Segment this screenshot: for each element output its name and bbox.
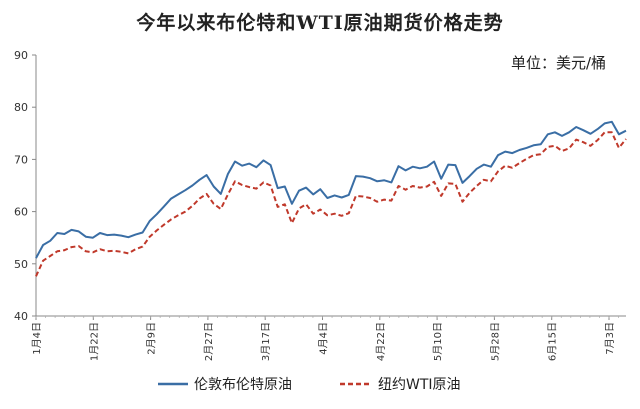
y-tick-label: 80 [14, 101, 28, 114]
legend-brent-label: 伦敦布伦特原油 [194, 377, 292, 393]
x-tick-label: 3月17日 [260, 322, 272, 361]
x-tick-label: 4月22日 [375, 322, 387, 361]
y-tick-label: 40 [14, 310, 28, 323]
unit-label: 单位：美元/桶 [510, 54, 606, 72]
y-tick-label: 90 [14, 49, 28, 62]
series-lines [35, 120, 627, 277]
series-line-wti [35, 131, 627, 277]
x-tick-label: 2月9日 [146, 322, 158, 355]
x-tick-label: 2月27日 [203, 322, 215, 361]
legend-wti-label: 纽约WTI原油 [378, 377, 461, 393]
chart-title: 今年以来布伦特和WTI原油期货价格走势 [136, 12, 504, 34]
legend-brent: 伦敦布伦特原油 [158, 374, 292, 394]
x-tick-label: 1月4日 [31, 322, 43, 355]
y-tick-label: 60 [14, 206, 28, 219]
y-tick-label: 50 [14, 258, 28, 271]
axes: 40 50 60 70 80 90 1月4日 1月22日 2月9日 2月27日 3月17日 4月4日 4… [14, 49, 626, 361]
y-tick-label: 70 [14, 153, 28, 166]
x-tick-label: 5月28日 [489, 322, 501, 361]
legend-brent-swatch [158, 382, 188, 386]
x-tick-label: 5月10日 [432, 322, 444, 361]
x-tick-label: 6月15日 [547, 322, 559, 361]
x-tick-label: 4月4日 [318, 322, 330, 355]
legend-wti-swatch [340, 382, 372, 386]
legend-wti: 纽约WTI原油 [340, 374, 461, 394]
x-tick-label: 1月22日 [88, 322, 100, 361]
x-tick-label: 7月3日 [604, 322, 616, 355]
series-line-brent [35, 120, 627, 259]
